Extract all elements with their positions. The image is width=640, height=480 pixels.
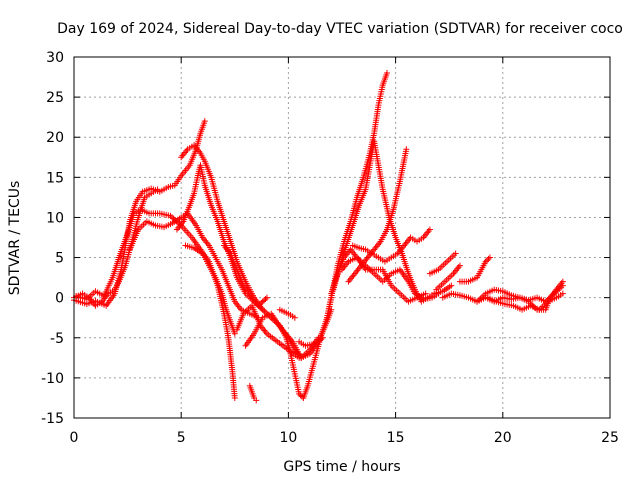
data-point: [486, 254, 493, 261]
data-point: [422, 290, 429, 297]
data-point: [485, 255, 492, 262]
series-trace-25: [71, 186, 161, 309]
data-point: [484, 257, 491, 264]
x-tick-label: 15: [387, 430, 405, 446]
y-tick-label: 5: [55, 251, 64, 267]
data-point: [448, 282, 455, 289]
y-tick-label: 20: [46, 130, 64, 146]
data-point: [435, 290, 442, 297]
data-point: [384, 70, 391, 77]
data-point: [263, 294, 270, 301]
series-trace-4: [173, 162, 322, 361]
data-point: [201, 118, 208, 125]
x-tick-label: 20: [494, 430, 512, 446]
data-point: [297, 392, 304, 399]
x-tick-label: 0: [70, 430, 79, 446]
data-point: [154, 186, 161, 193]
y-tick-label: 15: [46, 170, 64, 186]
y-tick-label: 0: [55, 291, 64, 307]
chart-title: Day 169 of 2024, Sidereal Day-to-day VTE…: [57, 21, 623, 37]
y-tick-label: -15: [41, 411, 64, 427]
data-point: [559, 290, 566, 297]
plot-frame: [73, 56, 611, 419]
x-axis-label: GPS time / hours: [283, 459, 400, 475]
data-point: [296, 390, 303, 397]
data-point: [231, 330, 238, 337]
data-points: [71, 70, 566, 404]
data-point: [426, 226, 433, 233]
data-point: [403, 146, 410, 153]
y-tick-label: 10: [46, 210, 64, 226]
x-tick-label: 25: [601, 430, 619, 446]
x-tick-label: 10: [279, 430, 297, 446]
series-trace-12: [296, 334, 326, 349]
x-tick-label: 5: [177, 430, 186, 446]
series-trace-8: [233, 302, 303, 361]
data-point: [252, 300, 259, 307]
data-point: [255, 302, 262, 309]
data-point: [231, 394, 238, 401]
data-point: [559, 278, 566, 285]
data-point: [316, 337, 323, 344]
data-point: [258, 300, 265, 307]
series-trace-9: [242, 306, 335, 361]
series-trace-16: [349, 226, 433, 265]
data-point: [256, 301, 263, 308]
data-point: [315, 338, 322, 345]
series-trace-11: [276, 306, 298, 321]
y-tick-label: -5: [50, 331, 64, 347]
data-point: [318, 336, 325, 343]
data-point: [456, 262, 463, 269]
series-trace-19: [433, 262, 463, 293]
data-point: [452, 250, 459, 257]
series-trace-18: [328, 246, 429, 305]
data-point: [253, 397, 260, 404]
y-tick-label: -10: [41, 371, 64, 387]
series-trace-24: [484, 290, 566, 313]
series-trace-6: [182, 242, 238, 337]
data-point: [319, 334, 326, 341]
data-point: [259, 298, 266, 305]
data-point: [291, 314, 298, 321]
series-trace-21: [456, 254, 493, 285]
y-tick-label: 25: [46, 90, 64, 106]
y-tick-label: 30: [46, 50, 64, 66]
data-point: [251, 298, 258, 305]
data-point: [261, 297, 268, 304]
y-axis-label: SDTVAR / TECUs: [7, 181, 23, 296]
series-trace-10: [246, 382, 260, 404]
data-point: [262, 296, 269, 303]
series-trace-20: [426, 250, 459, 277]
series-trace-7: [221, 242, 270, 309]
data-point: [482, 258, 489, 265]
gridlines: [74, 57, 610, 418]
